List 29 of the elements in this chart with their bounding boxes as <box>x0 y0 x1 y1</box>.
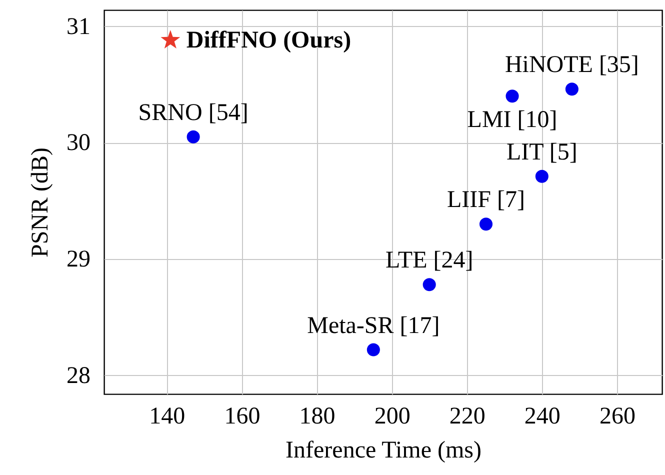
point <box>565 82 578 96</box>
x-tick-label: 200 <box>374 404 410 430</box>
y-tick-label: 28 <box>66 362 90 389</box>
x-axis-title: Inference Time (ms) <box>286 438 482 464</box>
annotation: LTE [24] <box>385 248 474 274</box>
y-tick-label: 29 <box>66 246 90 273</box>
point <box>506 90 519 103</box>
x-tick-label: 180 <box>299 404 336 430</box>
series-label: DiffFNO (Ours) <box>186 27 352 54</box>
x-tick-label: 220 <box>449 404 486 430</box>
x-tick-label: 140 <box>149 404 186 430</box>
x-tick-label: 260 <box>599 404 636 430</box>
annotation: HiNOTE [35] <box>504 52 639 78</box>
point <box>160 30 180 49</box>
y-tick-label: 30 <box>66 130 90 156</box>
annotation: LIIF [7] <box>447 187 525 214</box>
y-axis-title: PSNR (dB) <box>28 147 54 258</box>
annotation: Meta-SR [17] <box>307 312 440 339</box>
point <box>186 130 200 144</box>
annotation: LIT [5] <box>506 139 578 166</box>
point <box>366 343 380 356</box>
y-tick-label: 31 <box>66 14 90 40</box>
annotation: SRNO [54] <box>138 100 248 126</box>
point <box>479 218 493 231</box>
point <box>535 170 548 183</box>
x-tick-label: 160 <box>224 404 260 430</box>
annotation: LMI [10] <box>467 107 558 134</box>
x-tick-label: 240 <box>524 404 560 430</box>
point <box>422 278 436 292</box>
